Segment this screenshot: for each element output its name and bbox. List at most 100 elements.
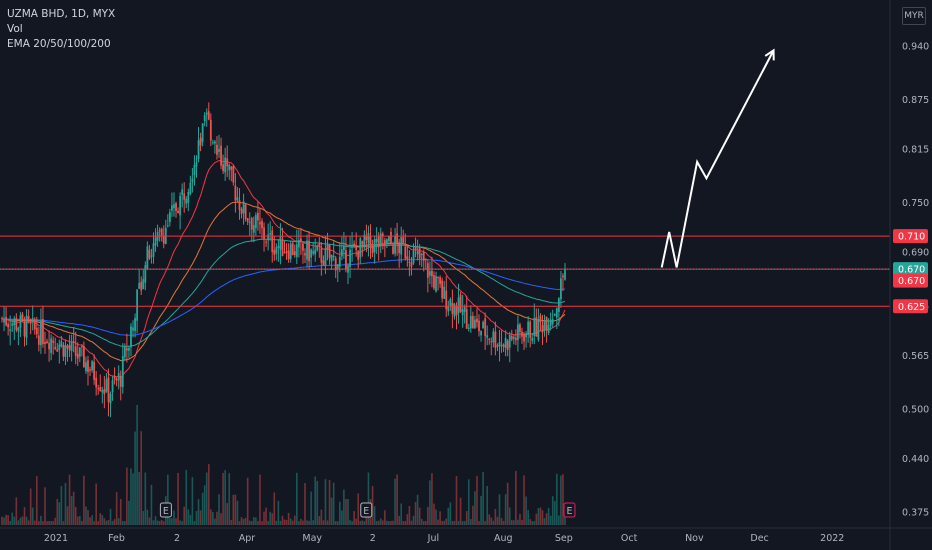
candle [543,314,546,337]
candle [287,243,290,263]
projection-path[interactable] [660,49,775,268]
volume-bar [142,510,145,525]
volume-bar [365,512,368,525]
candle [44,331,46,354]
candle [453,302,456,320]
candle [428,261,431,285]
candle [467,323,470,332]
volume-bar [259,474,261,525]
candle [21,312,24,323]
volume-bar [484,521,486,525]
candle [383,237,386,258]
x-tick-label: 2022 [820,533,844,544]
candle [474,315,476,329]
candle [537,308,540,342]
candle [488,337,491,345]
candle [408,250,411,277]
candle [416,239,419,261]
candle [246,218,249,226]
candle [60,336,63,348]
candle [297,229,300,258]
volume-bar [152,520,155,525]
volume-bar [488,514,491,525]
volume-bar [285,520,288,525]
candle [351,231,353,262]
candle [349,236,351,278]
volume-bar [60,485,63,525]
candle [189,175,192,196]
candle [367,225,370,257]
candle [445,276,448,317]
earnings-marker[interactable]: E [159,502,172,518]
currency-label[interactable]: MYR [902,7,926,25]
volume-bar [496,516,499,525]
candle [465,295,468,329]
volume-bar [351,521,353,525]
price-tag[interactable]: 0.710 [893,229,928,244]
volume-bar [498,494,501,525]
volume-bar [328,479,331,525]
candle [105,373,108,393]
candle [459,291,462,313]
price-tag[interactable]: 0.625 [893,299,928,314]
candle [93,354,96,385]
volume-bar [513,520,515,525]
volume-bar [171,518,173,525]
candle [361,240,364,257]
candle [25,309,28,346]
volume-bar [541,510,544,525]
candle [396,222,399,256]
earnings-marker[interactable]: E [563,502,576,518]
volume-bar [72,491,75,525]
candle [398,238,401,268]
volume-bar [465,511,468,525]
volume-bar [386,520,388,525]
candle [13,315,16,340]
volume-indicator-label[interactable]: Vol [7,23,23,35]
volume-bar [248,520,251,525]
candle [332,241,335,261]
candle [226,145,229,178]
horizontal-levels [0,235,890,307]
volume-bar [113,519,116,525]
price-tag[interactable]: 0.670 [893,273,928,288]
volume-bar [533,521,536,525]
candle [37,326,40,352]
candle [232,164,235,186]
volume-bar [185,469,188,525]
candle [414,237,417,258]
x-tick-label: Apr [239,533,256,544]
volume-bar [529,519,531,525]
volume-bar [179,520,181,525]
candle [564,262,566,281]
price-tag[interactable]: 0.670 [893,262,928,277]
volume-bar [224,470,226,525]
volume-bar [347,499,349,525]
volume-bar [19,517,22,525]
volume-bar [277,500,280,525]
candle [492,328,495,348]
candle [248,212,251,236]
volume-bar [521,519,523,525]
candle [211,139,214,145]
candle [555,307,558,330]
volume-bar [353,511,355,525]
volume-bar [162,521,165,525]
projection-arrowhead [764,48,775,61]
volume-bar [187,509,190,525]
candle [134,313,136,338]
volume-bar [279,520,282,525]
candle [101,386,104,404]
candle [478,314,480,337]
volume-bar [388,520,390,525]
candle [357,250,360,269]
volume-bar [107,520,110,525]
candle [381,231,384,250]
volume-bar [463,521,466,525]
ema-indicator-label[interactable]: EMA 20/50/100/200 [7,38,111,50]
volume-bar [148,517,151,525]
volume-bar [539,507,542,525]
earnings-marker[interactable]: E [360,502,373,518]
candle [560,270,562,308]
